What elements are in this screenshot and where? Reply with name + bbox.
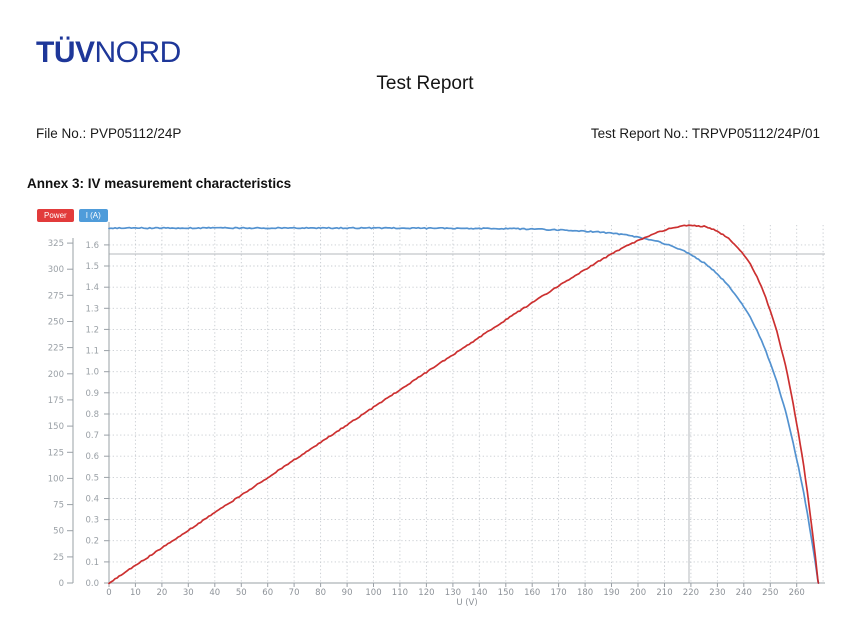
current-tick-label: 0.4: [85, 495, 99, 505]
current-tick-label: 0.3: [85, 516, 99, 526]
power-tick-label: 300: [48, 265, 64, 275]
current-tick-label: 1.0: [85, 368, 99, 378]
chart-legend: Power I (A): [37, 209, 108, 222]
current-tick-label: 0.6: [85, 452, 99, 462]
tuv-nord-logo: TÜVNORD: [36, 38, 181, 68]
report-number: Test Report No.: TRPVP05112/24P/01: [590, 126, 820, 141]
axes: [72, 222, 825, 584]
legend-ia-badge: I (A): [78, 209, 108, 222]
x-tick-label: 160: [524, 588, 540, 598]
power-tick-label: 50: [53, 527, 64, 537]
current-curve: [108, 226, 820, 584]
power-tick-label: 250: [48, 318, 64, 328]
power-tick-label: 200: [48, 370, 64, 380]
file-number: File No.: PVP05112/24P: [36, 126, 182, 141]
power-tick-label: 100: [48, 474, 64, 484]
x-axis-title: U (V): [456, 598, 477, 608]
current-tick-label: 0.5: [85, 473, 99, 483]
power-curve: [108, 224, 820, 585]
x-tick-label: 100: [365, 588, 381, 598]
power-tick-label: 25: [53, 553, 64, 563]
x-tick-label: 130: [445, 588, 461, 598]
power-tick-label: 150: [48, 422, 64, 432]
x-tick-label: 80: [315, 588, 326, 598]
x-tick-label: 50: [236, 588, 247, 598]
x-tick-label: 30: [183, 588, 194, 598]
logo-nord: NORD: [94, 36, 182, 69]
current-tick-label: 0.9: [85, 389, 99, 399]
current-tick-label: 0.0: [85, 579, 99, 589]
x-tick-label: 210: [656, 588, 672, 598]
x-tick-label: 140: [471, 588, 487, 598]
x-tick-label: 240: [736, 588, 752, 598]
current-tick-label: 1.3: [85, 304, 99, 314]
power-tick-label: 75: [53, 501, 64, 511]
x-tick-label: 90: [342, 588, 353, 598]
x-tick-label: 150: [498, 588, 514, 598]
gridlines: [109, 225, 825, 583]
x-tick-label: 10: [130, 588, 141, 598]
page-title: Test Report: [376, 73, 474, 94]
current-axis-ticks: 0.0 0.1 0.2 0.3 0.4 0.5 0.6 0.7 0.8 0.9 1.0 1.1 1.2 1…: [85, 241, 109, 589]
power-tick-label: 125: [48, 448, 64, 458]
current-tick-label: 0.1: [85, 558, 99, 568]
current-tick-label: 0.2: [85, 537, 99, 547]
x-tick-label: 200: [630, 588, 646, 598]
current-tick-label: 1.1: [85, 347, 99, 357]
current-tick-label: 1.5: [85, 262, 99, 272]
current-tick-label: 1.4: [85, 283, 99, 293]
x-tick-label: 110: [392, 588, 408, 598]
x-tick-label: 230: [709, 588, 725, 598]
x-tick-label: 0: [106, 588, 111, 598]
power-tick-label: 325: [48, 239, 64, 249]
x-tick-label: 260: [789, 588, 805, 598]
power-tick-label: 0: [59, 579, 64, 589]
x-tick-label: 60: [262, 588, 273, 598]
x-axis-ticks: 0 10 20 30 40 50 60 70 80 90 100 110 120 130 140 150 160…: [106, 583, 805, 598]
x-tick-label: 120: [418, 588, 434, 598]
x-tick-label: 170: [550, 588, 566, 598]
x-tick-label: 180: [577, 588, 593, 598]
x-tick-label: 190: [603, 588, 619, 598]
mpp-marker-lines: [109, 220, 825, 583]
power-axis-ticks: 0 25 50 75 100 125 150 175 200 225 250 275 300 325: [48, 239, 73, 589]
current-tick-label: 0.8: [85, 410, 99, 420]
iv-chart: 02550751001251501752002252502753003250.0…: [48, 220, 825, 608]
x-tick-label: 250: [762, 588, 778, 598]
x-tick-label: 220: [683, 588, 699, 598]
power-tick-label: 275: [48, 291, 64, 301]
current-tick-label: 0.7: [85, 431, 99, 441]
power-tick-label: 225: [48, 344, 64, 354]
x-tick-label: 40: [209, 588, 220, 598]
power-tick-label: 175: [48, 396, 64, 406]
current-tick-label: 1.6: [85, 241, 99, 251]
x-tick-label: 20: [156, 588, 167, 598]
legend-power-badge: Power: [37, 209, 74, 222]
x-tick-label: 70: [289, 588, 300, 598]
annex-heading: Annex 3: IV measurement characteristics: [27, 176, 292, 191]
current-tick-label: 1.2: [85, 325, 99, 335]
logo-tuv: TÜV: [36, 36, 95, 69]
